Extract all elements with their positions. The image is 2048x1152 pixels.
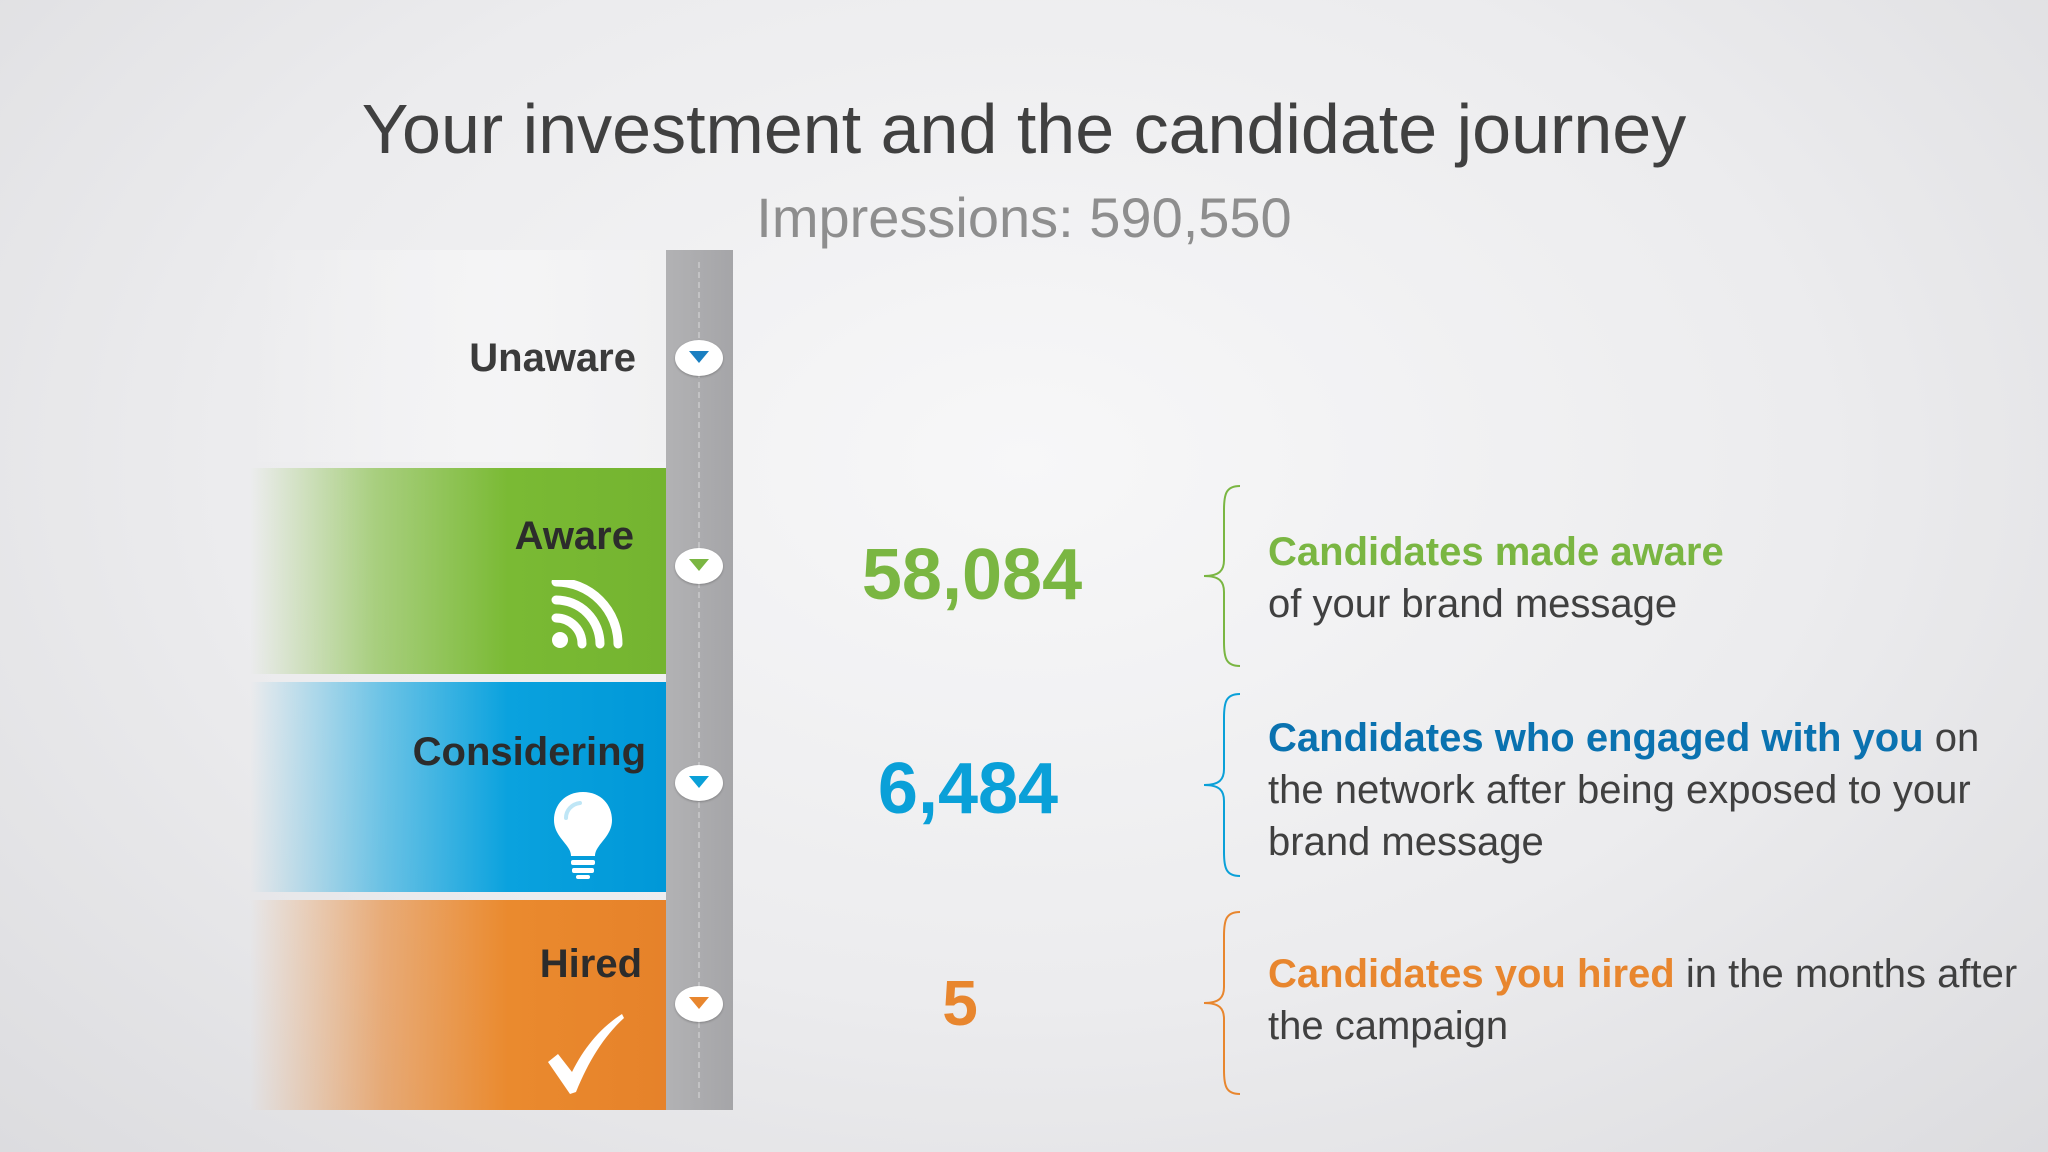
stage-hired: Hired bbox=[250, 900, 666, 1110]
stage-considering: Considering bbox=[250, 682, 666, 892]
description-hired-rest: in the months after the campaign bbox=[1268, 952, 2018, 1048]
brace-considering bbox=[1203, 693, 1241, 877]
lightbulb-icon bbox=[554, 792, 612, 879]
metric-considering-count: 6,484 bbox=[877, 749, 1059, 829]
page-title: Your investment and the candidate journe… bbox=[361, 90, 1687, 168]
stage-label-hired: Hired bbox=[539, 942, 642, 986]
description-considering-highlight: Candidates who engaged with you bbox=[1268, 716, 1924, 760]
marker-aware bbox=[675, 548, 723, 584]
metric-hired-count: 5 bbox=[942, 967, 978, 1039]
description-aware: Candidates made aware of your brand mess… bbox=[1268, 526, 2028, 630]
wifi-signal-icon bbox=[551, 580, 623, 649]
metric-aware-count: 58,084 bbox=[861, 535, 1083, 615]
stage-unaware: Unaware bbox=[250, 250, 666, 462]
impressions-subtitle: Impressions: 590,550 bbox=[756, 186, 1292, 249]
description-aware-highlight: Candidates made aware bbox=[1268, 530, 1724, 574]
chevron-down-icon bbox=[689, 351, 709, 363]
stage-label-considering: Considering bbox=[412, 730, 646, 774]
chevron-down-icon bbox=[689, 997, 709, 1009]
chevron-down-icon bbox=[689, 776, 709, 788]
marker-unaware bbox=[675, 340, 723, 376]
stage-label-aware: Aware bbox=[514, 514, 634, 558]
marker-hired bbox=[675, 986, 723, 1022]
marker-considering bbox=[675, 765, 723, 801]
checkmark-icon bbox=[548, 1014, 624, 1094]
stage-label-unaware: Unaware bbox=[469, 336, 636, 380]
description-considering: Candidates who engaged with you on the n… bbox=[1268, 712, 2028, 868]
brace-hired bbox=[1203, 911, 1241, 1095]
description-hired: Candidates you hired in the months after… bbox=[1268, 948, 2028, 1052]
description-aware-rest: of your brand message bbox=[1268, 582, 1678, 626]
stage-aware: Aware bbox=[250, 468, 666, 674]
journey-dashed-line bbox=[698, 262, 700, 1098]
description-hired-highlight: Candidates you hired bbox=[1268, 952, 1675, 996]
journey-funnel: Unaware Aware Considering Hired bbox=[250, 250, 735, 1110]
chevron-down-icon bbox=[689, 559, 709, 571]
brace-aware bbox=[1203, 485, 1241, 667]
description-considering-rest: on the network after being exposed to yo… bbox=[1268, 716, 1980, 864]
